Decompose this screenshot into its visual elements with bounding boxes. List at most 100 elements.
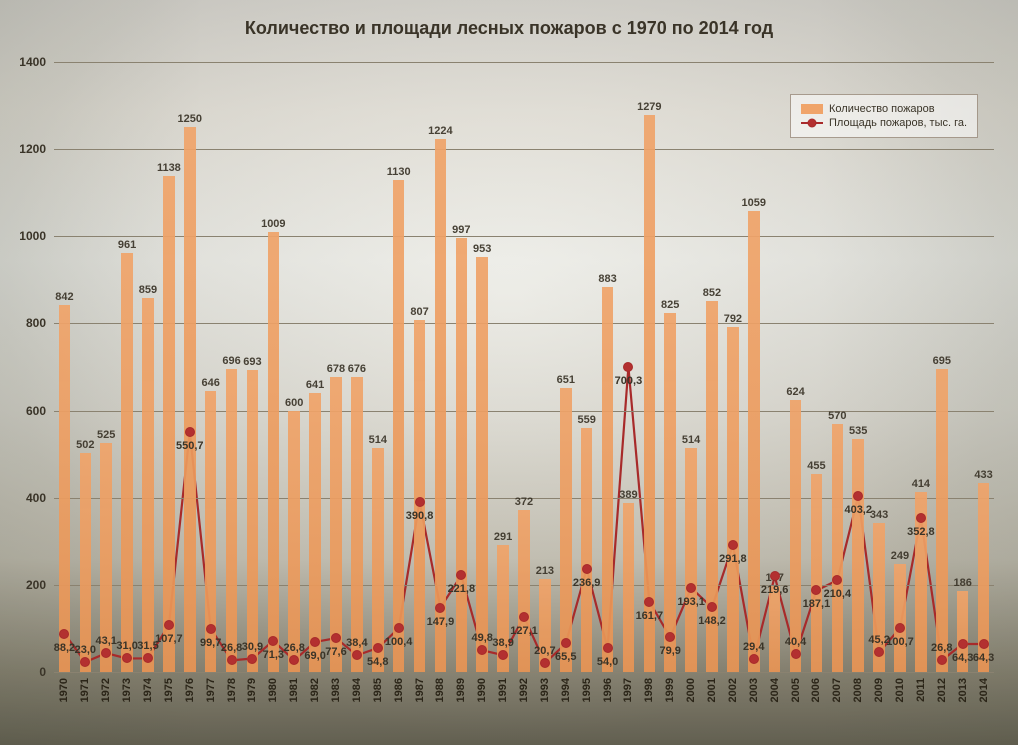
x-tick-label: 1986 bbox=[393, 678, 405, 702]
line-marker bbox=[102, 649, 110, 657]
line-value-label: 71,3 bbox=[263, 649, 284, 661]
x-tick-label: 1996 bbox=[602, 678, 614, 702]
line-marker bbox=[750, 655, 758, 663]
line-value-label: 77,6 bbox=[325, 646, 346, 658]
bar-value-label: 807 bbox=[410, 306, 428, 318]
bar: 696 bbox=[226, 369, 237, 672]
bar-value-label: 1009 bbox=[261, 218, 285, 230]
bar-value-label: 1130 bbox=[387, 166, 411, 178]
bar-value-label: 696 bbox=[222, 355, 240, 367]
bar-value-label: 1224 bbox=[428, 125, 452, 137]
bar-value-label: 953 bbox=[473, 243, 491, 255]
line-marker bbox=[812, 586, 820, 594]
line-marker bbox=[332, 634, 340, 642]
x-tick-label: 2002 bbox=[727, 678, 739, 702]
y-tick-label: 600 bbox=[26, 404, 46, 418]
line-marker bbox=[186, 428, 194, 436]
x-tick-label: 1980 bbox=[267, 678, 279, 702]
x-tick-label: 1970 bbox=[58, 678, 70, 702]
x-tick-label: 1992 bbox=[518, 678, 530, 702]
line-marker bbox=[165, 621, 173, 629]
x-tick-label: 2010 bbox=[894, 678, 906, 702]
bar: 600 bbox=[288, 411, 299, 672]
y-tick-label: 1400 bbox=[19, 55, 46, 69]
bar: 1250 bbox=[184, 127, 195, 672]
line-value-label: 43,1 bbox=[96, 635, 117, 647]
bar-value-label: 678 bbox=[327, 363, 345, 375]
bar-value-label: 825 bbox=[661, 299, 679, 311]
x-tick-label: 1972 bbox=[100, 678, 112, 702]
bar: 641 bbox=[309, 393, 320, 672]
line-marker bbox=[269, 637, 277, 645]
bar: 678 bbox=[330, 377, 341, 672]
legend-swatch-bar bbox=[801, 104, 823, 114]
bar-value-label: 559 bbox=[577, 414, 595, 426]
line-marker bbox=[144, 654, 152, 662]
line-marker bbox=[207, 625, 215, 633]
x-tick-label: 2004 bbox=[769, 678, 781, 702]
line-value-label: 107,7 bbox=[155, 633, 183, 645]
bar: 859 bbox=[142, 298, 153, 672]
bar: 1224 bbox=[435, 139, 446, 672]
line-marker bbox=[562, 639, 570, 647]
line-marker bbox=[833, 576, 841, 584]
line-value-label: 236,9 bbox=[573, 577, 601, 589]
bar: 1279 bbox=[644, 115, 655, 672]
line-marker bbox=[624, 363, 632, 371]
x-tick-label: 1988 bbox=[434, 678, 446, 702]
line-value-label: 390,8 bbox=[406, 510, 434, 522]
line-marker bbox=[875, 648, 883, 656]
bar-value-label: 186 bbox=[953, 577, 971, 589]
y-tick-label: 1000 bbox=[19, 229, 46, 243]
line-value-label: 100,7 bbox=[886, 636, 914, 648]
legend-label-line: Площадь пожаров, тыс. га. bbox=[829, 117, 967, 129]
line-value-label: 69,0 bbox=[304, 650, 325, 662]
x-tick-label: 2011 bbox=[915, 678, 927, 702]
line-value-label: 352,8 bbox=[907, 526, 935, 538]
line-value-label: 26,8 bbox=[221, 642, 242, 654]
x-tick-label: 2003 bbox=[748, 678, 760, 702]
x-tick-label: 1975 bbox=[163, 678, 175, 702]
x-tick-label: 1976 bbox=[184, 678, 196, 702]
line-marker bbox=[353, 651, 361, 659]
bar: 695 bbox=[936, 369, 947, 672]
bar-value-label: 343 bbox=[870, 509, 888, 521]
x-tick-label: 1971 bbox=[79, 678, 91, 702]
line-marker bbox=[896, 624, 904, 632]
line-value-label: 79,9 bbox=[660, 645, 681, 657]
bar-value-label: 291 bbox=[494, 531, 512, 543]
line-value-label: 193,1 bbox=[677, 596, 705, 608]
legend-item-bars: Количество пожаров bbox=[801, 103, 967, 115]
bar: 249 bbox=[894, 564, 905, 672]
bar-value-label: 213 bbox=[536, 565, 554, 577]
x-tick-label: 2014 bbox=[978, 678, 990, 702]
bar: 883 bbox=[602, 287, 613, 672]
line-marker bbox=[666, 633, 674, 641]
bar: 1130 bbox=[393, 180, 404, 672]
bar: 1138 bbox=[163, 176, 174, 672]
x-tick-label: 1978 bbox=[226, 678, 238, 702]
bar: 651 bbox=[560, 388, 571, 672]
bar: 535 bbox=[852, 439, 863, 672]
line-marker bbox=[395, 624, 403, 632]
line-marker bbox=[541, 659, 549, 667]
line-value-label: 219,6 bbox=[761, 584, 789, 596]
bar: 693 bbox=[247, 370, 258, 672]
line-value-label: 88,2 bbox=[54, 642, 75, 654]
bar-value-label: 1059 bbox=[742, 197, 766, 209]
x-axis: 1970197119721973197419751976197719781979… bbox=[54, 678, 994, 738]
bar-value-label: 514 bbox=[369, 434, 387, 446]
line-marker bbox=[917, 514, 925, 522]
bar-value-label: 997 bbox=[452, 224, 470, 236]
bar-value-label: 1279 bbox=[637, 101, 661, 113]
x-tick-label: 1974 bbox=[142, 678, 154, 702]
bar-value-label: 646 bbox=[201, 377, 219, 389]
line-value-label: 26,8 bbox=[931, 642, 952, 654]
line-value-label: 23,0 bbox=[75, 644, 96, 656]
legend: Количество пожаров Площадь пожаров, тыс.… bbox=[790, 94, 978, 138]
x-tick-label: 1985 bbox=[372, 678, 384, 702]
line-marker bbox=[980, 640, 988, 648]
bar-value-label: 695 bbox=[933, 355, 951, 367]
gridline bbox=[54, 672, 994, 673]
line-value-label: 127,1 bbox=[510, 625, 538, 637]
